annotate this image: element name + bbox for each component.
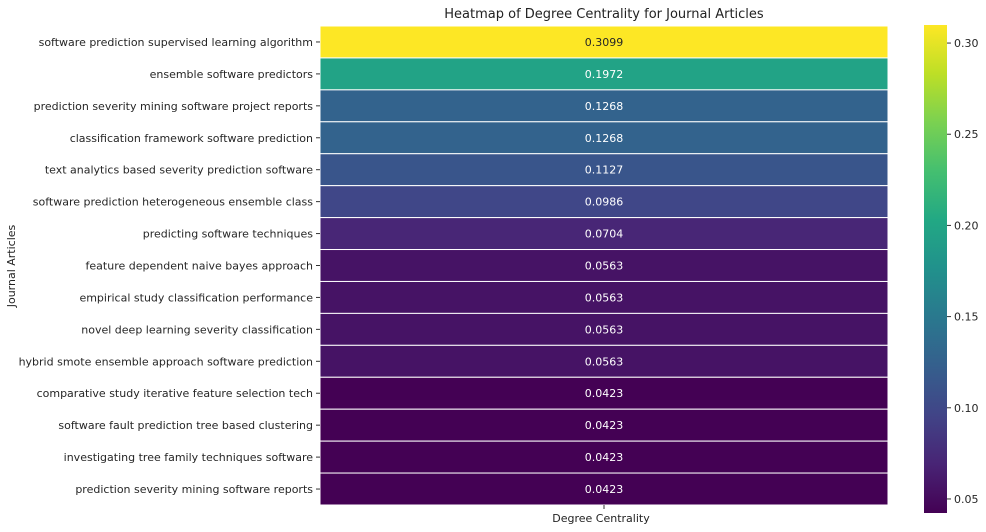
heatmap-cell	[319, 376, 889, 410]
y-tick-label: software fault prediction tree based clu…	[58, 419, 313, 432]
colorbar-tick-label: 0.10	[954, 402, 979, 415]
cell-value-label: 0.1127	[585, 164, 624, 177]
cell-value-label: 0.0986	[585, 196, 624, 209]
colorbar-tick-label: 0.15	[954, 311, 979, 324]
y-tick-label: investigating tree family techniques sof…	[64, 451, 314, 464]
cell-value-label: 0.0423	[585, 387, 624, 400]
colorbar	[924, 25, 947, 513]
colorbar-tick-label: 0.25	[954, 128, 979, 141]
y-tick-label: novel deep learning severity classificat…	[81, 323, 313, 336]
heatmap-cell	[319, 344, 889, 378]
y-tick-label: software prediction heterogeneous ensemb…	[33, 196, 314, 209]
cell-value-label: 0.0563	[585, 260, 624, 273]
colorbar-tick-label: 0.30	[954, 37, 979, 50]
heatmap-cell	[319, 25, 889, 59]
colorbar-tick-label: 0.20	[954, 219, 979, 232]
y-tick-label: prediction severity mining software repo…	[75, 483, 313, 496]
cell-value-label: 0.1268	[585, 132, 624, 145]
y-tick-label: classification framework software predic…	[70, 132, 313, 145]
y-tick-label: software prediction supervised learning …	[39, 36, 313, 49]
y-tick-label: comparative study iterative feature sele…	[37, 387, 313, 400]
heatmap-cell	[319, 440, 889, 474]
y-tick-label: empirical study classification performan…	[79, 291, 313, 304]
heatmap-cell	[319, 57, 889, 91]
cell-value-label: 0.1972	[585, 68, 624, 81]
cell-value-label: 0.0423	[585, 451, 624, 464]
cell-value-label: 0.0563	[585, 291, 624, 304]
heatmap-cell	[319, 121, 889, 155]
y-tick-label: feature dependent naive bayes approach	[86, 260, 313, 273]
heatmap-cell	[319, 89, 889, 123]
y-tick-label: prediction severity mining software proj…	[34, 100, 314, 113]
x-axis-label: Degree Centrality	[552, 512, 650, 525]
y-tick-label: text analytics based severity prediction…	[45, 164, 313, 177]
cell-value-label: 0.0563	[585, 355, 624, 368]
y-axis-label: Journal Articles	[5, 224, 18, 308]
chart-title: Heatmap of Degree Centrality for Journal…	[444, 7, 764, 22]
cell-value-label: 0.0704	[585, 228, 624, 241]
cell-value-label: 0.0423	[585, 483, 624, 496]
y-tick-label: ensemble software predictors	[150, 68, 314, 81]
y-tick-label: hybrid smote ensemble approach software …	[19, 355, 313, 368]
colorbar-tick-label: 0.05	[954, 493, 979, 506]
cell-value-label: 0.1268	[585, 100, 624, 113]
heatmap-cell	[319, 312, 889, 346]
cell-value-label: 0.0423	[585, 419, 624, 432]
cell-value-label: 0.0563	[585, 323, 624, 336]
y-tick-label: predicting software techniques	[143, 228, 314, 241]
cell-value-label: 0.3099	[585, 36, 624, 49]
